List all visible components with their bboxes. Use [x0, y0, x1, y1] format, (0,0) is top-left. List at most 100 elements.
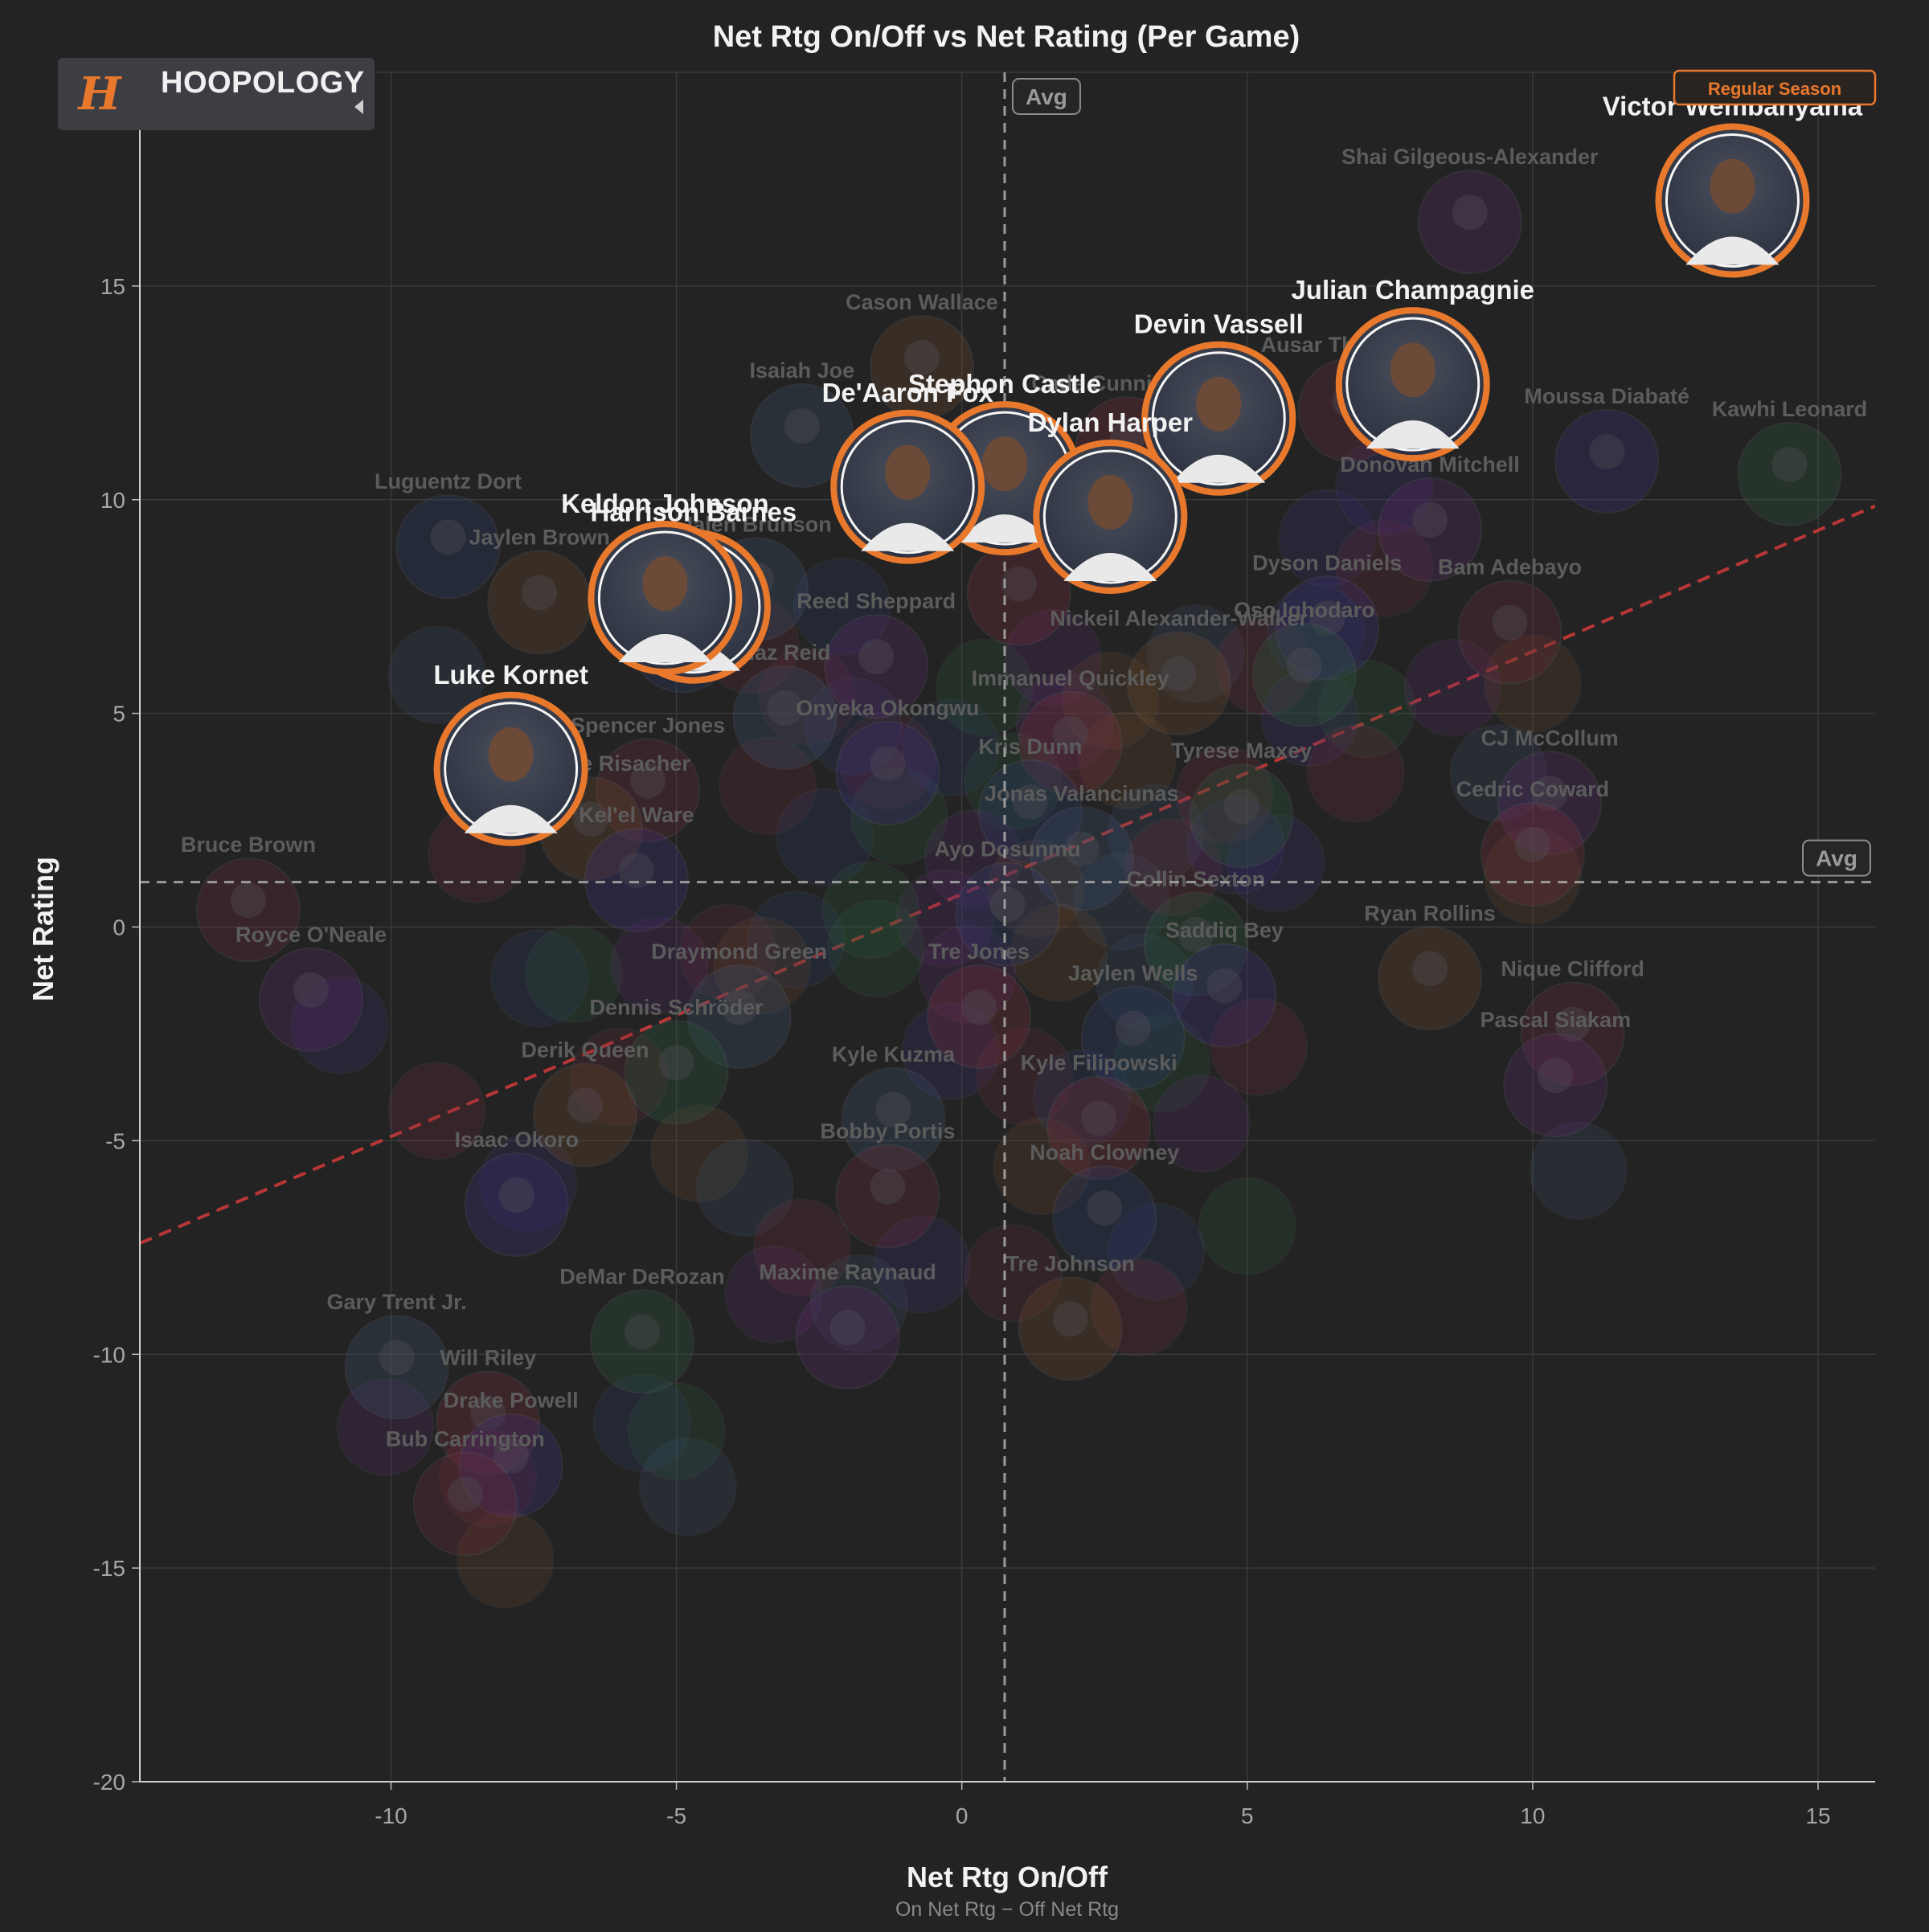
player-label: Devin Vassell — [1134, 309, 1304, 339]
player-headshot-faded — [1378, 477, 1483, 582]
player-silhouette-icon — [573, 801, 609, 837]
player-silhouette-icon — [1492, 604, 1528, 641]
player-silhouette-icon — [903, 339, 940, 375]
player-marker-faded — [1317, 660, 1416, 759]
player-marker-faded — [1529, 1121, 1628, 1220]
player-marker-faded — [872, 1215, 971, 1314]
player-silhouette-icon — [960, 989, 997, 1025]
player-silhouette-icon — [498, 1177, 534, 1214]
player-marker-faded — [719, 737, 817, 836]
player-label-faded: Luguentz Dort — [375, 469, 522, 493]
player-silhouette-icon — [784, 407, 820, 444]
player-label: Harrison Barnes — [591, 497, 797, 527]
player-headshot-faded — [1275, 575, 1380, 681]
player-marker-faded — [1029, 806, 1134, 911]
player-label-faded: Bub Carrington — [386, 1426, 545, 1451]
player-label-faded: Draymond Green — [651, 939, 827, 964]
player-marker-faded — [596, 738, 701, 843]
player-marker-faded — [412, 1451, 518, 1557]
avg-layer: Avg Avg — [140, 72, 1875, 1782]
season-badge-label: Regular Season — [1708, 79, 1841, 99]
player-marker-faded — [821, 861, 920, 960]
player-marker-faded — [1215, 617, 1314, 716]
player-headshot-faded — [841, 1066, 946, 1172]
player-marker-faded — [1072, 852, 1171, 951]
player-silhouette-icon — [630, 763, 666, 799]
player-marker-faded — [439, 1429, 538, 1528]
player-marker-faded — [487, 550, 592, 655]
player-headshot-faded — [1143, 891, 1248, 997]
player-label-faded: Cason Wallace — [846, 290, 998, 314]
player-marker-highlighted: Dylan Harper — [1028, 407, 1194, 595]
player-label: Dylan Harper — [1028, 407, 1194, 437]
player-silhouette-icon — [658, 1045, 694, 1081]
player-marker-faded — [589, 1289, 694, 1394]
player-headshot-faded — [1520, 981, 1625, 1087]
player-label-faded: Isaac Okoro — [454, 1128, 579, 1152]
player-marker-faded — [387, 1062, 486, 1160]
player-silhouette-icon — [1177, 916, 1214, 952]
avg-y-label-box — [1802, 839, 1871, 877]
player-silhouette-icon — [618, 853, 654, 889]
chart-title: Net Rtg On/Off vs Net Rating (Per Game) — [713, 20, 1300, 54]
player-silhouette-icon — [567, 1087, 603, 1124]
logo-text: HOOPOLOGY — [161, 66, 365, 100]
player-label-faded: Ryan Rollins — [1364, 901, 1496, 925]
player-label: Julian Champagnie — [1291, 275, 1534, 305]
player-headshot-inner-ring — [1665, 133, 1800, 268]
player-label: Luke Kornet — [433, 660, 588, 690]
player-label-faded: Ayo Dosunmu — [935, 837, 1081, 862]
player-marker-faded — [1198, 1177, 1296, 1275]
player-headshot-faded — [1046, 1075, 1152, 1181]
player-label-faded: Tre Jones — [928, 939, 1030, 964]
player-marker-faded — [895, 869, 994, 968]
player-marker-faded — [752, 1198, 851, 1297]
player-marker-faded — [1143, 891, 1248, 997]
avg-x-label: Avg — [1026, 84, 1067, 109]
player-marker-faded — [464, 1152, 569, 1258]
player-label-faded: Oso Ighodaro — [1234, 598, 1375, 622]
player-marker-faded — [1018, 690, 1123, 796]
player-silhouette-icon — [493, 1438, 529, 1474]
player-marker-faded — [387, 625, 486, 724]
player-marker-faded — [747, 890, 846, 989]
player-silhouette-icon — [870, 746, 906, 782]
player-marker-faded — [1503, 1033, 1608, 1138]
player-marker-faded — [776, 788, 874, 886]
player-marker-faded — [955, 862, 1060, 967]
collapse-arrow-icon[interactable] — [354, 100, 363, 114]
player-headshot-faded — [436, 1370, 541, 1476]
player-marker-faded — [1186, 796, 1285, 895]
player-silhouette-icon — [1532, 776, 1568, 812]
player-marker-faded — [290, 976, 389, 1074]
player-marker-faded — [1175, 745, 1274, 844]
player-label-faded: Dennis Schröder — [590, 995, 764, 1019]
player-marker-faded — [809, 1254, 908, 1353]
player-marker-faded — [901, 698, 1000, 797]
player-marker-faded — [1209, 997, 1308, 1096]
player-marker-faded — [1520, 981, 1625, 1087]
player-silhouette-icon — [293, 972, 330, 1008]
player-marker-faded — [901, 1001, 1000, 1100]
player-label: Stephon Castle — [908, 369, 1101, 399]
player-marker-faded — [490, 929, 589, 1028]
player-marker-faded — [804, 677, 903, 776]
player-label-faded: CJ McCollum — [1481, 726, 1619, 750]
season-badge[interactable]: Regular Season — [1673, 69, 1877, 106]
player-jersey-icon — [464, 804, 558, 833]
player-marker-faded — [1417, 170, 1522, 275]
player-headshot-faded — [955, 862, 1060, 967]
player-label-faded: Bam Adebayo — [1438, 555, 1582, 579]
player-marker-faded — [1335, 518, 1434, 617]
player-silhouette-icon — [1771, 446, 1808, 482]
player-silhouette-icon — [1309, 600, 1345, 636]
player-marker-faded — [1015, 673, 1114, 772]
player-silhouette-icon — [1286, 647, 1322, 683]
avg-x-label-box — [1011, 78, 1081, 115]
player-label-faded: Collin Sexton — [1127, 867, 1266, 891]
player-marker-faded — [918, 924, 1017, 1023]
player-marker-faded — [695, 1138, 794, 1237]
player-headshot-faded — [1018, 1276, 1123, 1381]
x-axis-sublabel: On Net Rtg − Off Net Rtg — [895, 1898, 1119, 1921]
y-tick-label: 15 — [100, 274, 125, 299]
